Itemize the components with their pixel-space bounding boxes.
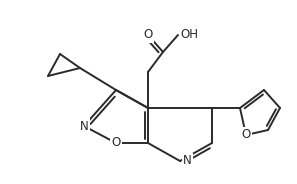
Text: O: O — [111, 137, 121, 149]
Text: N: N — [80, 119, 89, 132]
Text: N: N — [183, 155, 192, 167]
Text: OH: OH — [180, 29, 198, 42]
Text: O: O — [143, 29, 153, 42]
Text: O: O — [241, 128, 251, 141]
